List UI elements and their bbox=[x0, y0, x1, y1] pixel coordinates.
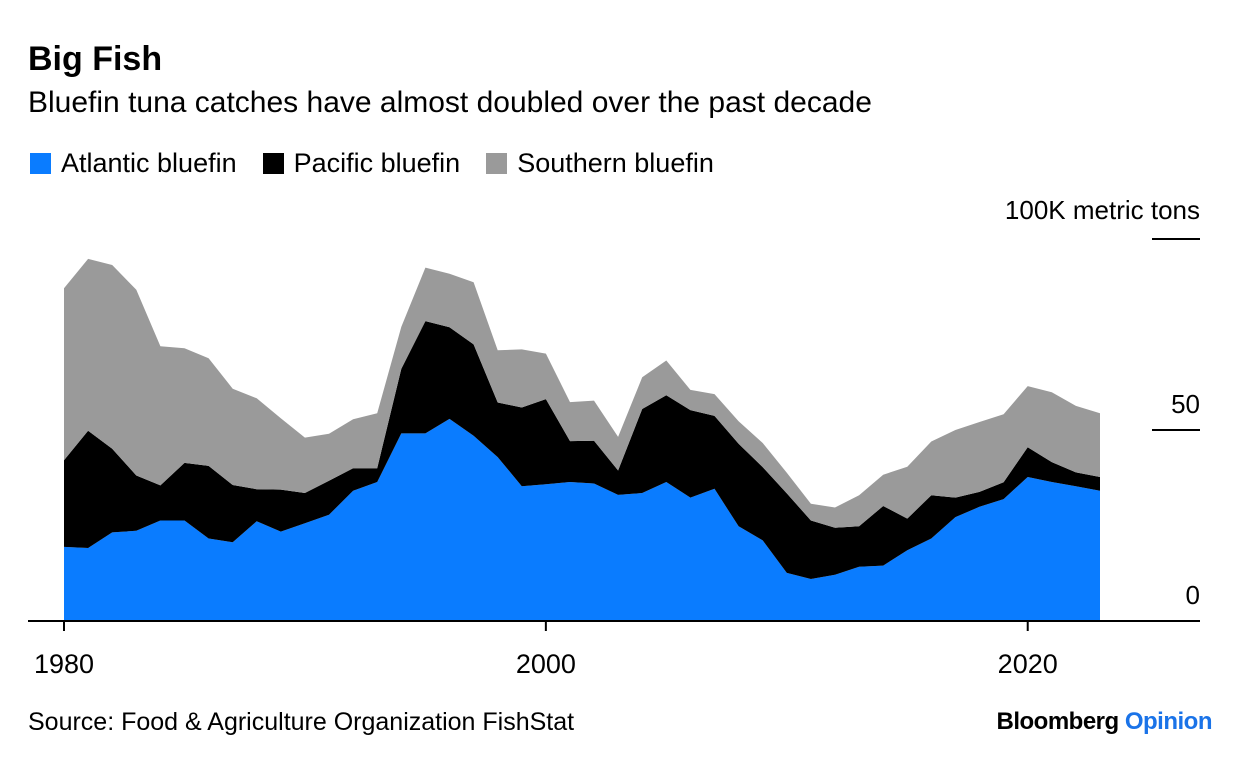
x-tick-1980-label: 1980 bbox=[34, 649, 94, 679]
x-axis: 1980 2000 2020 bbox=[28, 620, 1200, 679]
brand-suffix: Opinion bbox=[1124, 708, 1213, 735]
y-tick-50-label: 50 bbox=[1171, 389, 1200, 419]
legend: Atlantic bluefin Pacific bluefin Souther… bbox=[30, 148, 740, 179]
legend-swatch-pacific bbox=[262, 153, 284, 174]
x-tick-2020-label: 2020 bbox=[998, 649, 1058, 679]
legend-swatch-southern bbox=[486, 153, 508, 174]
chart-subtitle: Bluefin tuna catches have almost doubled… bbox=[28, 86, 872, 119]
legend-item-atlantic: Atlantic bluefin bbox=[30, 148, 237, 179]
area-layer bbox=[64, 258, 1100, 621]
chart-title: Big Fish bbox=[28, 40, 163, 78]
x-tick-2000-label: 2000 bbox=[516, 649, 576, 679]
y-unit-label: 100K metric tons bbox=[1005, 195, 1200, 225]
y-axis: 100K metric tons 0 50 bbox=[1005, 195, 1200, 610]
area-atlantic-bluefin bbox=[64, 418, 1100, 621]
legend-label-atlantic: Atlantic bluefin bbox=[61, 148, 237, 178]
brand-logo: Bloomberg Opinion bbox=[997, 708, 1213, 736]
legend-swatch-atlantic bbox=[30, 153, 51, 174]
y-tick-0-label: 0 bbox=[1186, 580, 1200, 610]
area-pacific-bluefin bbox=[64, 321, 1100, 579]
legend-item-southern: Southern bluefin bbox=[486, 148, 714, 179]
legend-label-southern: Southern bluefin bbox=[517, 148, 714, 178]
area-southern-bluefin bbox=[64, 258, 1100, 528]
legend-label-pacific: Pacific bluefin bbox=[293, 148, 461, 178]
source-note: Source: Food & Agriculture Organization … bbox=[28, 708, 575, 736]
brand-name: Bloomberg bbox=[996, 708, 1120, 735]
legend-item-pacific: Pacific bluefin bbox=[262, 148, 461, 179]
